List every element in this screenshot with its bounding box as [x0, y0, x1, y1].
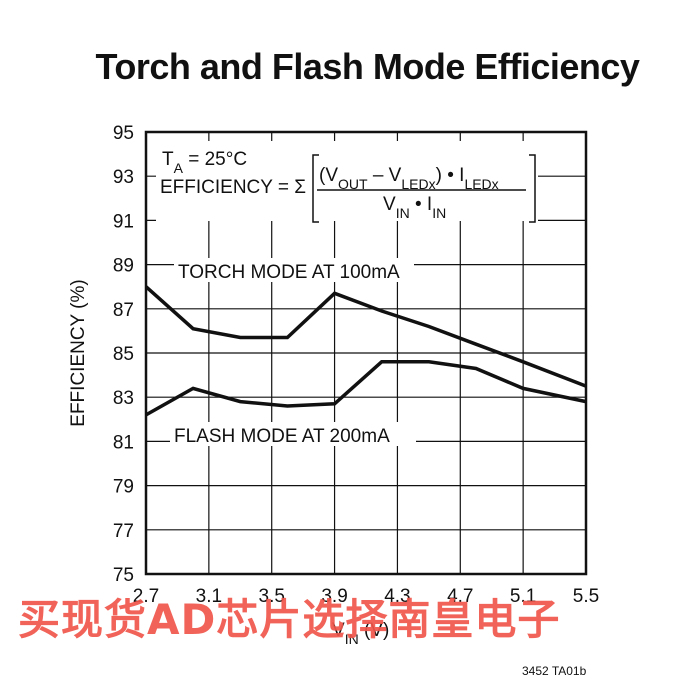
formula-denominator: VIN • IIN — [383, 194, 446, 221]
x-tick-label: 3.5 — [259, 586, 285, 607]
flash-series-label: FLASH MODE AT 200mA — [174, 426, 390, 447]
x-tick-label: 2.7 — [133, 586, 159, 607]
y-axis-label: EFFICIENCY (%) — [68, 279, 89, 426]
x-tick-label: 4.3 — [384, 586, 410, 607]
formula-bracket-left — [312, 154, 319, 223]
y-tick-label: 85 — [113, 344, 134, 365]
flash-label-backdrop — [170, 422, 416, 446]
watermark-text: 买现货AD芯片选择南皇电子 — [18, 595, 561, 644]
temperature-annotation: TA = 25°C — [162, 149, 247, 176]
x-axis-label: VIN (V) — [332, 620, 389, 647]
y-tick-label: 93 — [113, 167, 134, 188]
y-tick-label: 91 — [113, 211, 134, 232]
series-lines — [144, 285, 587, 417]
formula-backdrop — [156, 141, 538, 221]
y-tick-label: 79 — [113, 477, 134, 498]
torch-label-backdrop — [174, 258, 414, 282]
x-tick-labels: 2.7 3.1 3.5 3.9 4.3 4.7 5.1 5.5 — [133, 586, 599, 607]
x-tick-label: 5.5 — [573, 586, 599, 607]
y-tick-label: 89 — [113, 256, 134, 277]
torch-series-label: TORCH MODE AT 100mA — [178, 262, 400, 283]
plot-frame — [144, 130, 588, 576]
y-tick-label: 83 — [113, 388, 134, 409]
formula-numerator: (VOUT – VLEDx) • ILEDx — [319, 165, 499, 192]
x-tick-label: 4.7 — [447, 586, 473, 607]
y-tick-label: 77 — [113, 521, 134, 542]
figure-code: 3452 TA01b — [522, 664, 587, 678]
chart-title: Torch and Flash Mode Efficiency — [95, 46, 640, 87]
y-tick-label: 81 — [113, 432, 134, 453]
formula-bracket-right — [529, 154, 536, 223]
torch-series-line — [144, 285, 587, 388]
y-tick-label: 87 — [113, 300, 134, 321]
x-tick-label: 5.1 — [510, 586, 536, 607]
y-tick-labels: 95 93 91 89 87 85 83 81 79 77 75 — [113, 123, 134, 586]
flash-series-line — [145, 360, 587, 417]
y-tick-label: 75 — [113, 565, 134, 586]
x-tick-label: 3.1 — [196, 586, 222, 607]
y-tick-label: 95 — [113, 123, 134, 144]
efficiency-formula-prefix: EFFICIENCY = Σ — [160, 177, 306, 198]
x-tick-label: 3.9 — [321, 586, 347, 607]
